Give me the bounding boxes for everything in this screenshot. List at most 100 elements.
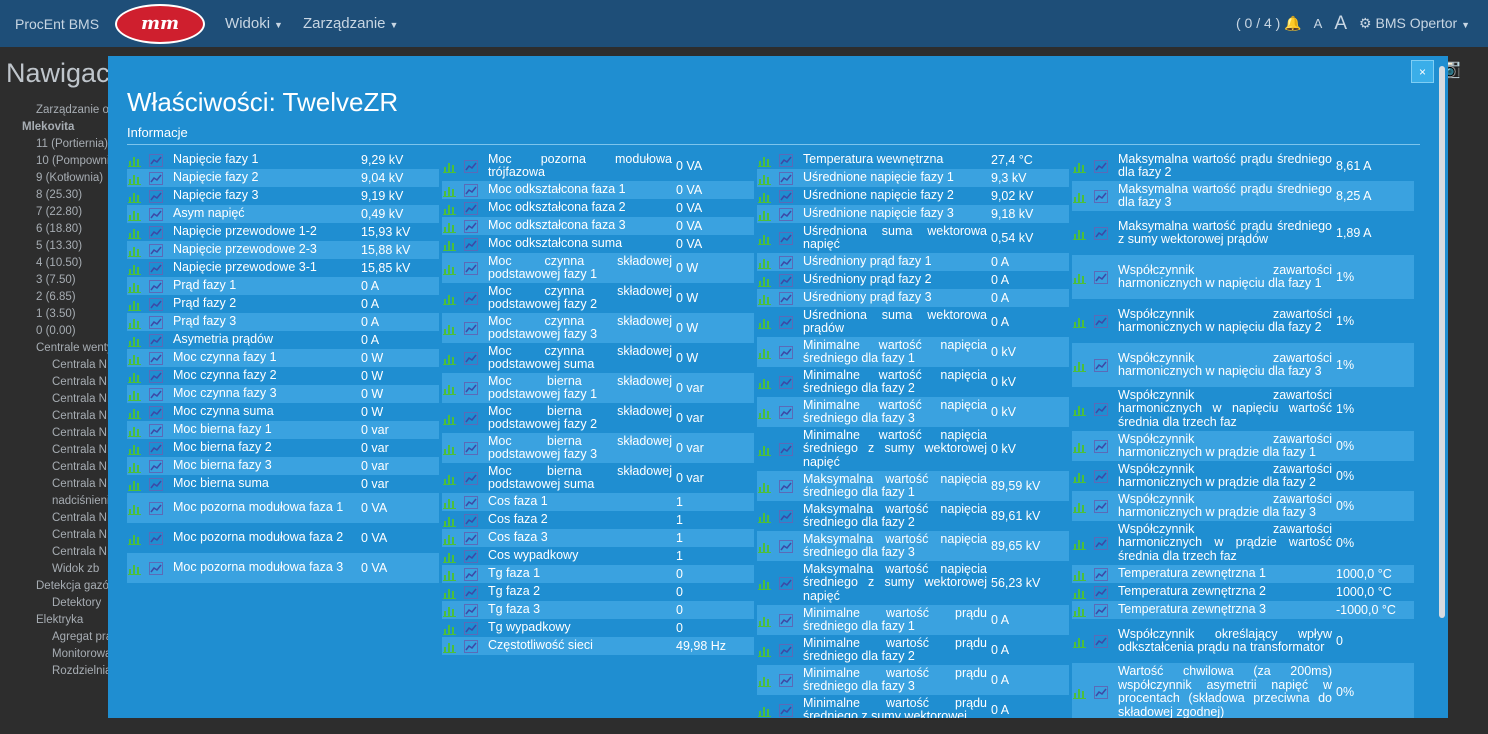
line-chart-icon[interactable] bbox=[779, 442, 793, 456]
bar-chart-icon[interactable] bbox=[758, 644, 772, 657]
nav-tree-item[interactable]: 5 (13.30) bbox=[36, 240, 83, 252]
bar-chart-icon[interactable] bbox=[758, 316, 772, 329]
bar-chart-icon[interactable] bbox=[443, 514, 457, 527]
bar-chart-icon[interactable] bbox=[128, 226, 142, 239]
line-chart-icon[interactable] bbox=[779, 613, 793, 627]
line-chart-icon[interactable] bbox=[464, 471, 478, 485]
nav-tree-item[interactable]: 8 (25.30) bbox=[36, 189, 83, 201]
scrollbar[interactable] bbox=[1439, 66, 1445, 618]
line-chart-icon[interactable] bbox=[1094, 499, 1108, 513]
bar-chart-icon[interactable] bbox=[1073, 271, 1087, 284]
line-chart-icon[interactable] bbox=[779, 703, 793, 717]
menu-widoki[interactable]: Widoki ▼ bbox=[225, 15, 283, 32]
line-chart-icon[interactable] bbox=[1094, 439, 1108, 453]
bar-chart-icon[interactable] bbox=[1073, 470, 1087, 483]
bar-chart-icon[interactable] bbox=[443, 604, 457, 617]
company-logo[interactable]: mm bbox=[115, 3, 206, 44]
bar-chart-icon[interactable] bbox=[758, 540, 772, 553]
nav-tree-item[interactable]: Centrala N bbox=[52, 444, 107, 456]
line-chart-icon[interactable] bbox=[779, 171, 793, 185]
line-chart-icon[interactable] bbox=[1094, 270, 1108, 284]
line-chart-icon[interactable] bbox=[1094, 685, 1108, 699]
line-chart-icon[interactable] bbox=[779, 315, 793, 329]
line-chart-icon[interactable] bbox=[149, 189, 163, 203]
line-chart-icon[interactable] bbox=[149, 333, 163, 347]
nav-tree-item[interactable]: 0 (0.00) bbox=[36, 325, 76, 337]
bar-chart-icon[interactable] bbox=[1073, 190, 1087, 203]
bar-chart-icon[interactable] bbox=[1073, 403, 1087, 416]
line-chart-icon[interactable] bbox=[464, 567, 478, 581]
line-chart-icon[interactable] bbox=[779, 643, 793, 657]
bar-chart-icon[interactable] bbox=[128, 562, 142, 575]
bar-chart-icon[interactable] bbox=[443, 262, 457, 275]
line-chart-icon[interactable] bbox=[464, 261, 478, 275]
line-chart-icon[interactable] bbox=[1094, 159, 1108, 173]
line-chart-icon[interactable] bbox=[464, 531, 478, 545]
line-chart-icon[interactable] bbox=[149, 315, 163, 329]
bar-chart-icon[interactable] bbox=[443, 532, 457, 545]
line-chart-icon[interactable] bbox=[464, 183, 478, 197]
bar-chart-icon[interactable] bbox=[443, 184, 457, 197]
line-chart-icon[interactable] bbox=[1094, 189, 1108, 203]
line-chart-icon[interactable] bbox=[779, 509, 793, 523]
nav-tree-item[interactable]: 9 (Kotłownia) bbox=[36, 172, 104, 184]
bar-chart-icon[interactable] bbox=[758, 208, 772, 221]
bar-chart-icon[interactable] bbox=[758, 190, 772, 203]
bar-chart-icon[interactable] bbox=[443, 640, 457, 653]
line-chart-icon[interactable] bbox=[464, 381, 478, 395]
close-button[interactable]: × bbox=[1411, 60, 1434, 83]
bar-chart-icon[interactable] bbox=[1073, 227, 1087, 240]
line-chart-icon[interactable] bbox=[149, 153, 163, 167]
line-chart-icon[interactable] bbox=[779, 231, 793, 245]
line-chart-icon[interactable] bbox=[464, 321, 478, 335]
line-chart-icon[interactable] bbox=[1094, 358, 1108, 372]
bar-chart-icon[interactable] bbox=[443, 496, 457, 509]
nav-tree-item[interactable]: Centrala N bbox=[52, 376, 107, 388]
bar-chart-icon[interactable] bbox=[443, 292, 457, 305]
bar-chart-icon[interactable] bbox=[128, 478, 142, 491]
bar-chart-icon[interactable] bbox=[128, 460, 142, 473]
bar-chart-icon[interactable] bbox=[1073, 586, 1087, 599]
nav-tree-item[interactable]: Elektryka bbox=[36, 614, 84, 626]
nav-tree-item[interactable]: Centrala N bbox=[52, 393, 107, 405]
bar-chart-icon[interactable] bbox=[128, 388, 142, 401]
bar-chart-icon[interactable] bbox=[1073, 604, 1087, 617]
line-chart-icon[interactable] bbox=[464, 621, 478, 635]
bar-chart-icon[interactable] bbox=[128, 532, 142, 545]
bar-chart-icon[interactable] bbox=[128, 370, 142, 383]
nav-tree-item[interactable]: Centrala N bbox=[52, 359, 107, 371]
nav-tree-item[interactable]: Mlekovita bbox=[22, 121, 75, 133]
line-chart-icon[interactable] bbox=[464, 513, 478, 527]
line-chart-icon[interactable] bbox=[464, 351, 478, 365]
nav-tree-item[interactable]: Centrala N bbox=[52, 461, 107, 473]
bar-chart-icon[interactable] bbox=[128, 442, 142, 455]
brand-name[interactable]: ProcEnt BMS bbox=[15, 15, 100, 32]
bar-chart-icon[interactable] bbox=[1073, 359, 1087, 372]
nav-tree-item[interactable]: Centrala N bbox=[52, 410, 107, 422]
nav-tree-item[interactable]: 3 (7.50) bbox=[36, 274, 76, 286]
line-chart-icon[interactable] bbox=[149, 459, 163, 473]
nav-tree-item[interactable]: 6 (18.80) bbox=[36, 223, 83, 235]
line-chart-icon[interactable] bbox=[779, 153, 793, 167]
line-chart-icon[interactable] bbox=[779, 255, 793, 269]
line-chart-icon[interactable] bbox=[464, 585, 478, 599]
line-chart-icon[interactable] bbox=[464, 237, 478, 251]
line-chart-icon[interactable] bbox=[1094, 314, 1108, 328]
line-chart-icon[interactable] bbox=[779, 345, 793, 359]
bar-chart-icon[interactable] bbox=[758, 674, 772, 687]
bar-chart-icon[interactable] bbox=[758, 346, 772, 359]
nav-tree-item[interactable]: nadciśnienie bbox=[52, 495, 116, 507]
user-menu[interactable]: ⚙ BMS Opertor ▼ bbox=[1359, 15, 1470, 32]
nav-tree-item[interactable]: 7 (22.80) bbox=[36, 206, 83, 218]
bar-chart-icon[interactable] bbox=[443, 622, 457, 635]
bar-chart-icon[interactable] bbox=[758, 274, 772, 287]
bar-chart-icon[interactable] bbox=[128, 154, 142, 167]
bar-chart-icon[interactable] bbox=[758, 292, 772, 305]
line-chart-icon[interactable] bbox=[779, 405, 793, 419]
menu-zarzadzanie[interactable]: Zarządzanie ▼ bbox=[303, 15, 398, 32]
bar-chart-icon[interactable] bbox=[758, 154, 772, 167]
bar-chart-icon[interactable] bbox=[128, 298, 142, 311]
bar-chart-icon[interactable] bbox=[758, 614, 772, 627]
line-chart-icon[interactable] bbox=[1094, 469, 1108, 483]
nav-tree-item[interactable]: 10 (Pompownia) bbox=[36, 155, 120, 167]
